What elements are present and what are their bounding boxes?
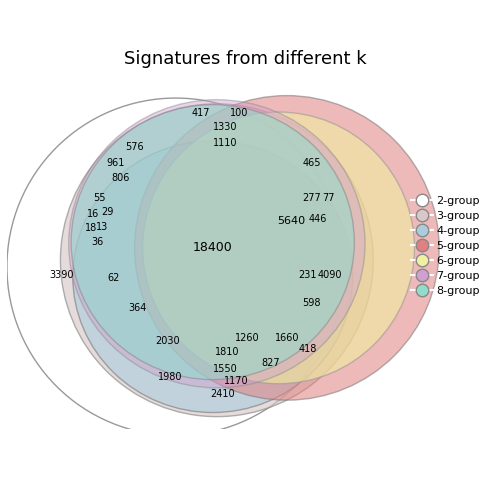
Ellipse shape	[69, 100, 365, 388]
Text: 1810: 1810	[215, 347, 240, 357]
Title: Signatures from different k: Signatures from different k	[124, 50, 367, 68]
Text: 18400: 18400	[193, 241, 233, 255]
Text: 961: 961	[106, 158, 125, 168]
Text: 1260: 1260	[235, 334, 260, 343]
Text: 827: 827	[261, 358, 280, 368]
Text: 18: 18	[85, 223, 97, 233]
Text: 5640: 5640	[277, 216, 305, 226]
Text: 231: 231	[298, 270, 317, 280]
Text: 1330: 1330	[213, 122, 237, 132]
Text: 2410: 2410	[210, 390, 235, 399]
Text: 418: 418	[298, 344, 317, 354]
Text: 1660: 1660	[275, 334, 299, 343]
Ellipse shape	[60, 104, 373, 417]
Text: 1110: 1110	[213, 138, 237, 148]
Text: 100: 100	[230, 108, 248, 118]
Text: 1170: 1170	[223, 376, 248, 386]
Text: 806: 806	[111, 173, 130, 183]
Text: 16: 16	[87, 209, 99, 219]
Text: 277: 277	[302, 194, 321, 204]
Text: 1980: 1980	[158, 372, 182, 382]
Text: 465: 465	[302, 158, 321, 168]
Legend: 2-group, 3-group, 4-group, 5-group, 6-group, 7-group, 8-group: 2-group, 3-group, 4-group, 5-group, 6-gr…	[409, 194, 482, 298]
Ellipse shape	[135, 96, 439, 400]
Text: 364: 364	[128, 303, 146, 313]
Text: 4090: 4090	[318, 270, 342, 280]
Text: 55: 55	[93, 194, 105, 204]
Text: 3390: 3390	[50, 270, 74, 280]
Ellipse shape	[143, 112, 414, 384]
Text: 446: 446	[309, 214, 327, 224]
Ellipse shape	[71, 105, 354, 380]
Text: 417: 417	[191, 108, 210, 118]
Text: 13: 13	[95, 222, 108, 232]
Text: 2030: 2030	[155, 336, 180, 346]
Text: 1550: 1550	[213, 364, 237, 374]
Text: 598: 598	[302, 298, 321, 308]
Text: 77: 77	[322, 194, 334, 204]
Text: 576: 576	[125, 143, 144, 152]
Text: 29: 29	[101, 208, 113, 218]
Text: 36: 36	[91, 237, 104, 247]
Text: 62: 62	[108, 273, 120, 283]
Ellipse shape	[73, 141, 353, 413]
